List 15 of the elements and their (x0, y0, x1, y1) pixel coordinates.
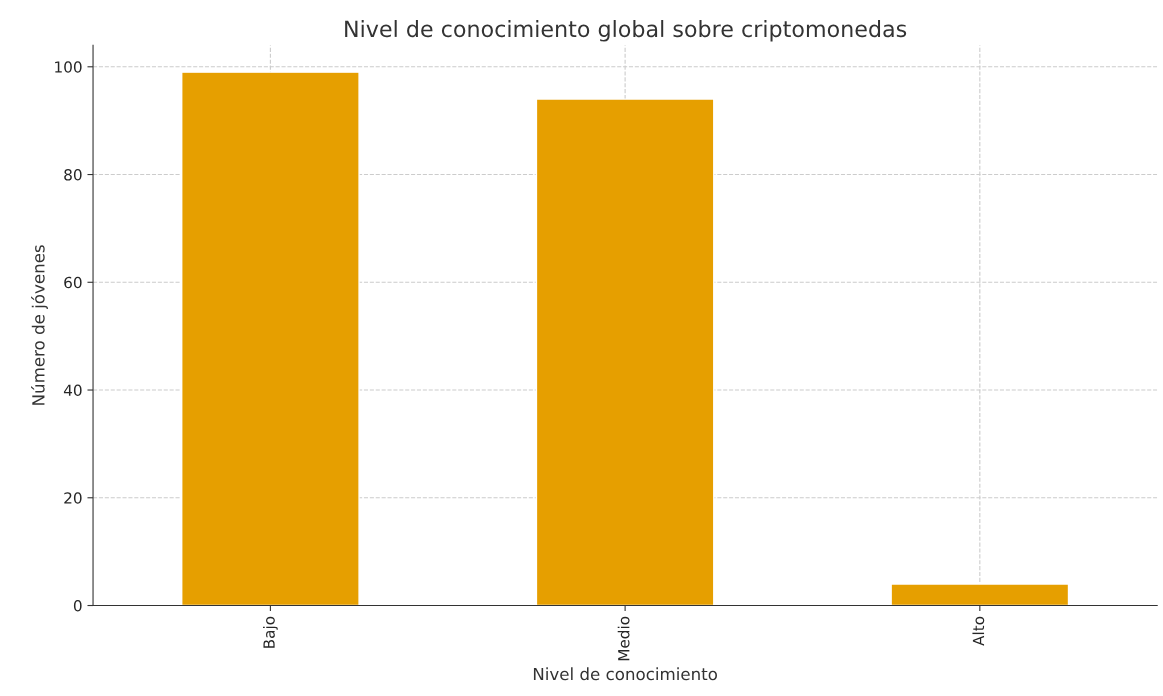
x-tick-label: Alto (972, 616, 985, 646)
y-tick-label: 40 (63, 384, 82, 397)
x-tick-label: Bajo (263, 616, 278, 648)
y-axis-title: Número de jóvenes (31, 245, 48, 405)
y-tick-label: 100 (55, 61, 82, 73)
chart-title: Nivel de conocimiento global sobre criptomonedas (345, 20, 907, 42)
y-tick-label: 80 (64, 169, 82, 181)
x-axis-title: Nivel de conocimiento (533, 667, 717, 681)
y-tick-label: 0 (73, 599, 82, 612)
bar (181, 71, 360, 606)
y-tick-label: 60 (64, 276, 82, 289)
bar (535, 98, 715, 606)
bar (890, 583, 1070, 606)
y-tick-label: 20 (64, 492, 82, 504)
x-tick-label: Medio (617, 616, 630, 661)
